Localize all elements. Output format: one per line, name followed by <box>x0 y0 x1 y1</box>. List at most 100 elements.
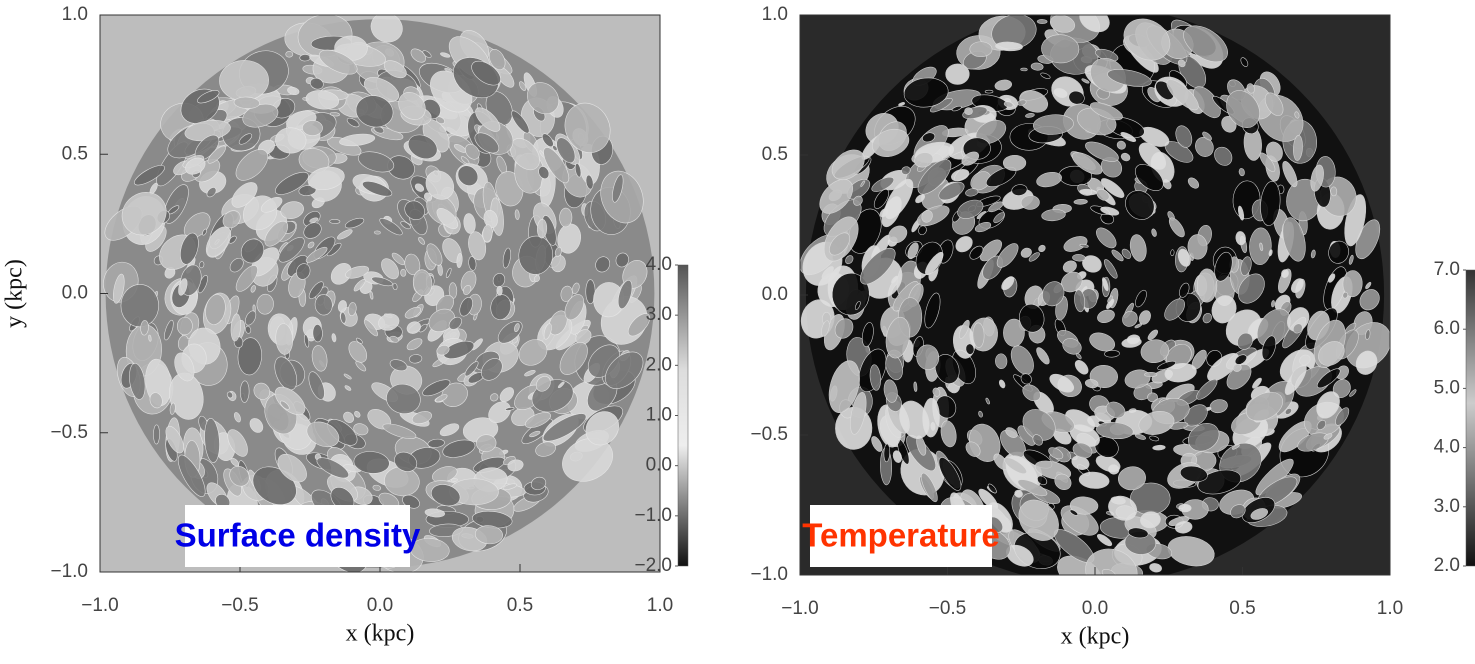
texture-blob <box>1226 364 1252 390</box>
texture-blob <box>1050 15 1076 33</box>
texture-blob <box>140 320 149 336</box>
texture-blob <box>1175 125 1193 148</box>
texture-blob <box>1104 349 1120 358</box>
texture-blob <box>113 273 125 304</box>
texture-blob <box>1063 236 1088 252</box>
texture-blob <box>1107 68 1152 87</box>
texture-blob <box>1129 234 1147 262</box>
texture-blob <box>230 313 242 342</box>
texture-blob <box>871 176 895 192</box>
texture-blob <box>476 434 497 452</box>
texture-blob <box>1103 259 1118 279</box>
texture-blob <box>1294 111 1300 119</box>
texture-blob <box>1097 309 1115 323</box>
texture-blob <box>389 335 399 343</box>
texture-blob <box>925 251 944 276</box>
texture-blob <box>1327 273 1336 283</box>
texture-blob <box>1365 329 1371 340</box>
texture-blob <box>574 163 582 178</box>
map-image <box>100 15 660 572</box>
texture-blob <box>1019 90 1049 113</box>
texture-blob <box>311 345 328 372</box>
texture-blob <box>1282 217 1306 262</box>
texture-blob <box>965 441 981 457</box>
texture-blob <box>1014 489 1023 498</box>
texture-blob <box>1259 242 1264 252</box>
texture-blob <box>346 117 360 128</box>
x-tick-label: −0.5 <box>221 595 259 616</box>
texture-blob <box>340 312 347 324</box>
texture-blob <box>1101 178 1125 198</box>
texture-blob <box>978 410 983 418</box>
texture-blob <box>381 258 399 280</box>
texture-blob <box>961 151 980 166</box>
texture-blob <box>235 265 258 292</box>
texture-blob <box>428 308 456 332</box>
texture-blob <box>519 81 527 91</box>
x-tick-label: 1.0 <box>647 595 673 616</box>
texture-blob <box>1234 354 1247 365</box>
texture-blob <box>370 15 403 43</box>
texture-blob <box>1073 199 1088 205</box>
texture-blob <box>442 439 476 458</box>
texture-blob <box>1265 141 1283 162</box>
y-tick-label: −1.0 <box>750 564 788 585</box>
texture-blob <box>1264 92 1284 117</box>
texture-blob <box>496 285 503 296</box>
texture-blob <box>995 353 1008 370</box>
texture-blob <box>1040 72 1051 79</box>
texture-blob <box>400 268 407 277</box>
texture-blob <box>344 217 365 229</box>
texture-blob <box>974 222 992 233</box>
texture-blob <box>233 96 260 109</box>
texture-blob <box>205 294 226 325</box>
x-tick-label: 1.0 <box>1377 598 1403 619</box>
texture-blob <box>430 484 461 507</box>
texture-blob <box>542 413 587 442</box>
texture-blob <box>527 82 560 115</box>
texture-blob <box>240 238 265 264</box>
colorbar-tick-label: −2.0 <box>634 555 672 576</box>
texture-blob <box>308 371 325 400</box>
texture-blob <box>1164 298 1185 321</box>
texture-blob <box>945 63 970 85</box>
texture-blob <box>363 319 378 337</box>
texture-blob <box>383 60 407 79</box>
texture-blob <box>302 120 323 136</box>
texture-blob <box>1123 18 1171 61</box>
texture-blob <box>853 195 863 206</box>
texture-blob <box>1348 254 1354 265</box>
texture-blob <box>518 339 548 366</box>
texture-blob <box>406 338 423 351</box>
texture-blob <box>509 138 540 171</box>
texture-blob <box>538 166 550 180</box>
texture-blob <box>1000 429 1026 458</box>
texture-blob <box>482 224 493 243</box>
texture-blob <box>938 457 962 491</box>
texture-blob <box>468 256 477 271</box>
texture-blob <box>462 285 472 295</box>
texture-blob <box>514 209 520 220</box>
texture-blob <box>471 60 501 86</box>
texture-blob <box>1147 329 1159 341</box>
texture-blob <box>1005 427 1018 438</box>
texture-blob <box>407 134 438 160</box>
texture-blob <box>409 354 423 364</box>
texture-blob <box>343 373 352 380</box>
texture-blob <box>353 423 369 436</box>
texture-blob <box>1237 273 1265 304</box>
texture-blob <box>227 429 248 457</box>
texture-blob <box>382 423 417 439</box>
panel-title: Temperature <box>802 517 999 554</box>
texture-blob <box>378 313 400 331</box>
texture-blob <box>995 41 1023 52</box>
texture-blob <box>1081 78 1090 84</box>
y-tick-label: 0.0 <box>62 283 88 304</box>
texture-blob <box>921 472 938 503</box>
texture-blob <box>1330 186 1338 197</box>
texture-blob <box>1202 131 1212 141</box>
texture-blob <box>275 323 293 355</box>
texture-blob <box>398 92 426 120</box>
texture-blob <box>970 171 992 191</box>
texture-blob <box>239 380 250 403</box>
